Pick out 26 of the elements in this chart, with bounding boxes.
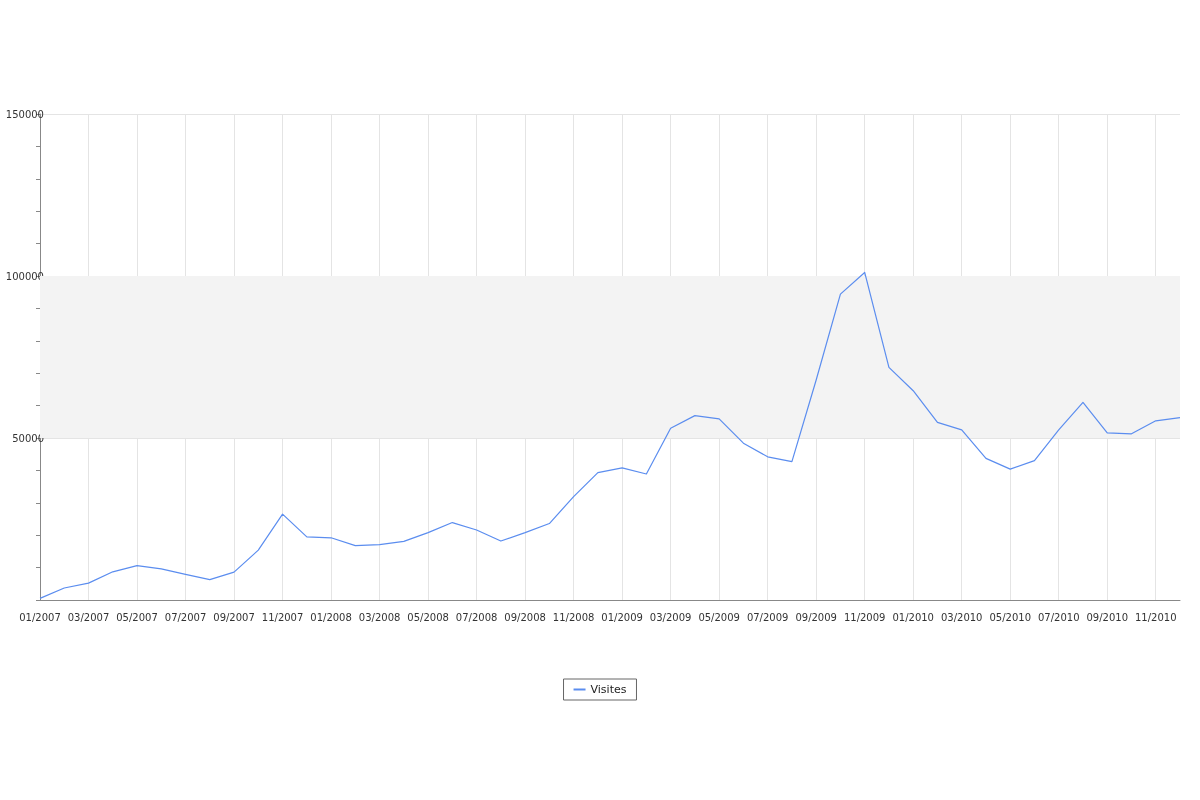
x-tick-label: 11/2010 [1134,611,1177,623]
x-tick-label: 05/2009 [698,611,740,623]
x-tick-label: 11/2009 [843,611,886,623]
x-tick-label: 09/2009 [795,611,837,623]
x-tick-label: 07/2008 [455,611,498,623]
legend-label: Visites [590,683,627,696]
x-tick-label: 07/2010 [1037,611,1080,623]
x-tick-label: 03/2007 [67,611,110,623]
x-tick-label: 11/2007 [261,611,304,623]
x-tick-label: 09/2010 [1086,611,1129,623]
x-tick-label: 03/2010 [940,611,983,623]
x-tick-label: 11/2008 [552,611,595,623]
x-tick-label: 05/2010 [989,611,1031,623]
x-tick-label: 01/2007 [19,611,61,623]
x-tick-label: 09/2008 [504,611,546,623]
x-tick-label: 03/2009 [649,611,692,623]
y-tick-label: 150000 [5,108,44,120]
x-tick-label: 01/2010 [892,611,934,623]
x-tick-label: 09/2007 [213,611,255,623]
x-tick-label: 01/2008 [310,611,352,623]
x-tick-label: 07/2007 [164,611,207,623]
x-tick-label: 05/2008 [407,611,449,623]
x-tick-label: 01/2009 [601,611,643,623]
x-tick-label: 07/2009 [746,611,789,623]
x-tick-label: 05/2007 [116,611,158,623]
x-tick-label: 03/2008 [358,611,401,623]
